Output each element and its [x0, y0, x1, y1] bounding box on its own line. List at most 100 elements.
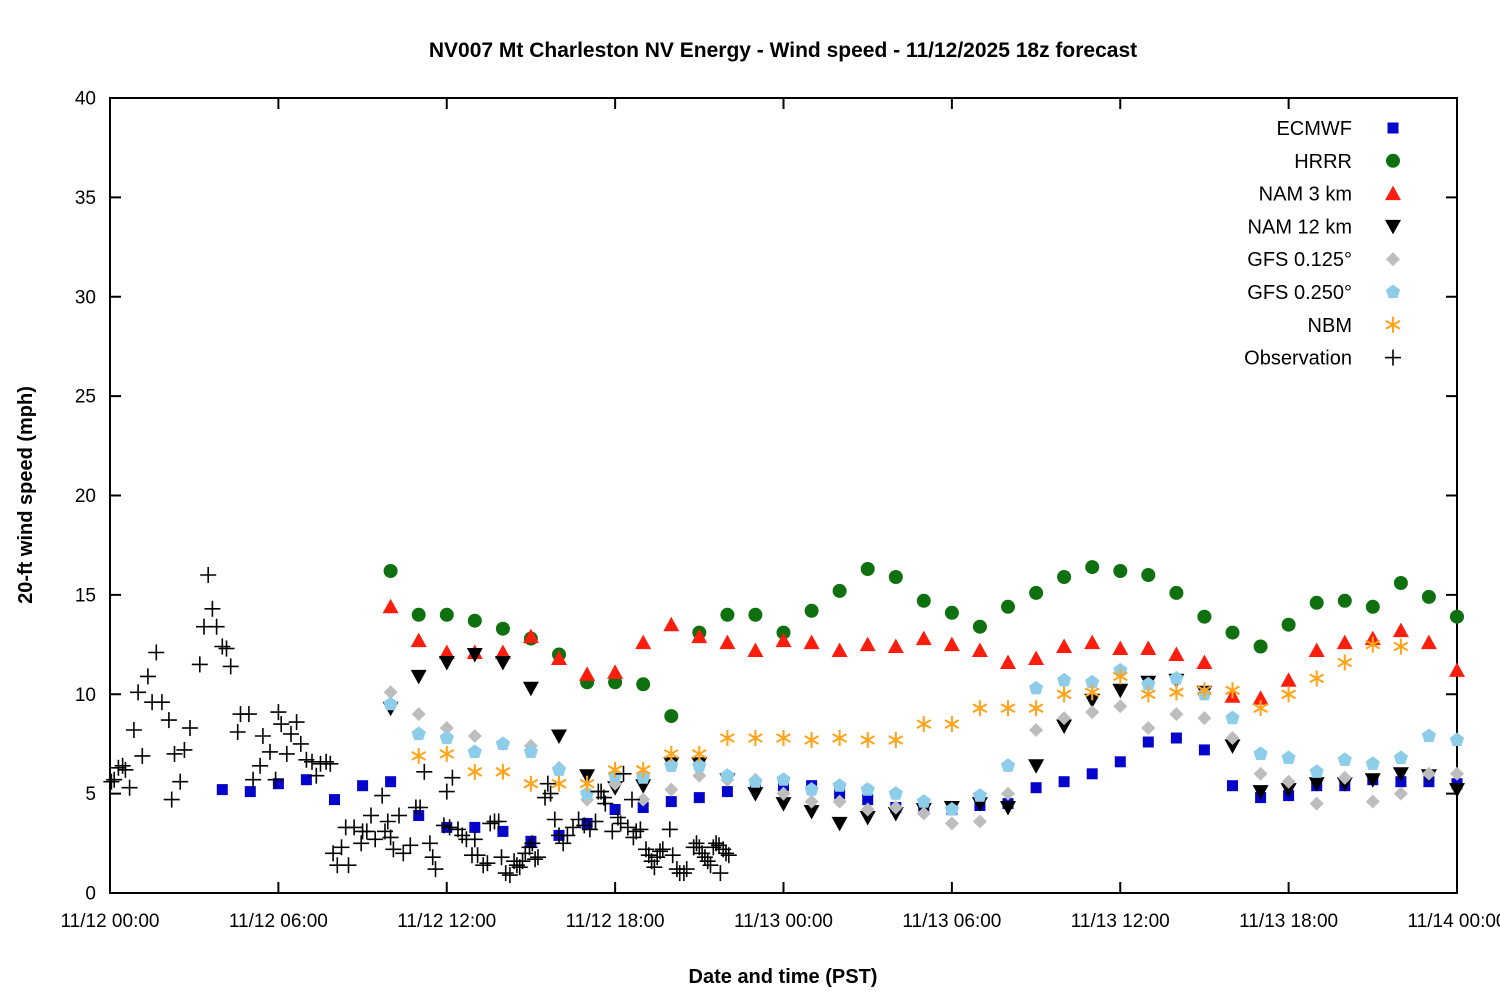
data-point-nam-3-km — [719, 634, 736, 650]
data-point-gfs-0-125 — [383, 685, 398, 700]
data-point-nam-3-km — [1000, 654, 1016, 669]
data-point-observation — [438, 783, 455, 800]
data-point-gfs-0-250 — [692, 758, 707, 772]
data-point-gfs-0-250 — [495, 736, 510, 750]
series-gfs-0-250 — [383, 662, 1465, 816]
data-point-observation — [322, 755, 339, 772]
data-point-gfs-0-250 — [916, 794, 931, 808]
data-point-hrrr — [832, 583, 847, 598]
legend-item-nam-3-km: NAM 3 km — [1259, 184, 1401, 206]
data-point-hrrr — [1253, 639, 1268, 654]
data-point-observation — [514, 853, 531, 870]
data-point-nam-3-km — [551, 650, 567, 665]
data-point-nbm — [1140, 686, 1156, 703]
x-tick-label: 11/13 06:00 — [902, 911, 1001, 932]
data-point-observation — [176, 741, 193, 758]
data-point-observation — [125, 722, 142, 738]
data-point-observation — [597, 795, 614, 812]
data-point-gfs-0-250 — [551, 762, 567, 776]
data-point-observation — [546, 811, 563, 828]
data-point-ecmwf — [525, 835, 537, 847]
data-point-nam-3-km — [1196, 654, 1213, 669]
series-nbm — [411, 636, 1409, 792]
data-point-nam-3-km — [943, 636, 960, 652]
data-point-gfs-0-125 — [1141, 721, 1156, 735]
legend-marker-nbm — [1385, 316, 1401, 333]
data-point-nbm — [832, 730, 848, 746]
data-point-gfs-0-250 — [972, 788, 987, 802]
series-gfs-0-125 — [383, 685, 1464, 831]
data-point-nam-3-km — [438, 644, 455, 659]
data-point-ecmwf — [1142, 736, 1154, 748]
data-point-gfs-0-125 — [1029, 723, 1044, 737]
data-point-hrrr — [664, 709, 679, 724]
data-point-ecmwf — [216, 784, 228, 796]
data-point-observation — [304, 753, 320, 770]
data-point-nbm — [691, 745, 707, 762]
data-point-observation — [688, 835, 705, 852]
data-point-hrrr — [1281, 617, 1296, 632]
data-point-nbm — [1337, 654, 1353, 671]
data-point-ecmwf — [1114, 756, 1126, 768]
data-point-observation — [160, 712, 177, 729]
data-point-gfs-0-125 — [1225, 731, 1240, 745]
data-point-nbm — [1281, 686, 1297, 703]
x-axis-title: Date and time (PST) — [689, 966, 878, 988]
data-point-nbm — [1168, 684, 1184, 701]
data-point-nam-12-km — [410, 669, 427, 685]
data-point-hrrr — [467, 613, 482, 628]
data-point-observation — [652, 843, 668, 860]
data-point-hrrr — [439, 607, 454, 622]
data-point-hrrr — [1001, 599, 1015, 614]
x-tick-label: 11/13 18:00 — [1239, 911, 1338, 932]
data-point-observation — [208, 618, 225, 635]
legend-label-hrrr: HRRR — [1294, 151, 1352, 173]
data-point-observation — [444, 769, 461, 786]
legend-label-gfs-0-125: GFS 0.125° — [1247, 249, 1352, 271]
x-tick-label: 11/12 12:00 — [397, 911, 496, 932]
data-point-gfs-0-125 — [1365, 794, 1380, 809]
data-point-ecmwf — [693, 792, 705, 804]
legend-marker-nam-12-km — [1385, 219, 1401, 235]
data-point-ecmwf — [497, 825, 509, 837]
data-point-nam-3-km — [1056, 638, 1073, 653]
data-point-observation — [292, 735, 309, 752]
data-point-hrrr — [860, 562, 875, 576]
data-point-gfs-0-250 — [1000, 758, 1016, 772]
data-point-nam-3-km — [1028, 650, 1045, 665]
data-point-gfs-0-250 — [804, 782, 819, 796]
data-point-nbm — [916, 716, 932, 733]
data-point-nam-3-km — [1084, 634, 1101, 650]
data-point-hrrr — [1197, 609, 1212, 624]
y-tick-label: 0 — [85, 884, 96, 905]
data-point-nam-3-km — [971, 642, 988, 657]
data-point-gfs-0-250 — [1141, 676, 1156, 691]
data-point-nbm — [1393, 638, 1409, 655]
data-point-gfs-0-125 — [916, 806, 931, 821]
data-point-gfs-0-250 — [383, 696, 398, 711]
data-point-observation — [229, 724, 246, 740]
plot-area: 11/12 00:00 11/12 06:00 11/12 12:00 11/12 1… — [61, 89, 1500, 933]
data-point-observation — [412, 799, 429, 816]
data-point-observation — [587, 813, 604, 830]
series-observation — [103, 567, 737, 884]
data-point-ecmwf — [1198, 744, 1210, 756]
data-point-observation — [521, 839, 538, 856]
data-point-nam-12-km — [1449, 783, 1465, 798]
data-point-nam-3-km — [1420, 634, 1437, 650]
data-point-gfs-0-125 — [832, 794, 847, 809]
data-point-observation — [718, 845, 734, 862]
data-point-gfs-0-250 — [1225, 710, 1240, 725]
y-tick-label: 25 — [75, 387, 96, 408]
data-point-gfs-0-125 — [411, 707, 426, 722]
data-point-observation — [530, 849, 546, 866]
data-point-observation — [416, 763, 433, 780]
data-point-nbm — [635, 761, 651, 778]
legend-item-hrrr: HRRR — [1294, 151, 1400, 173]
data-point-nam-3-km — [382, 598, 399, 614]
data-point-observation — [191, 656, 208, 673]
data-point-observation — [385, 841, 402, 858]
data-point-observation — [479, 855, 496, 872]
